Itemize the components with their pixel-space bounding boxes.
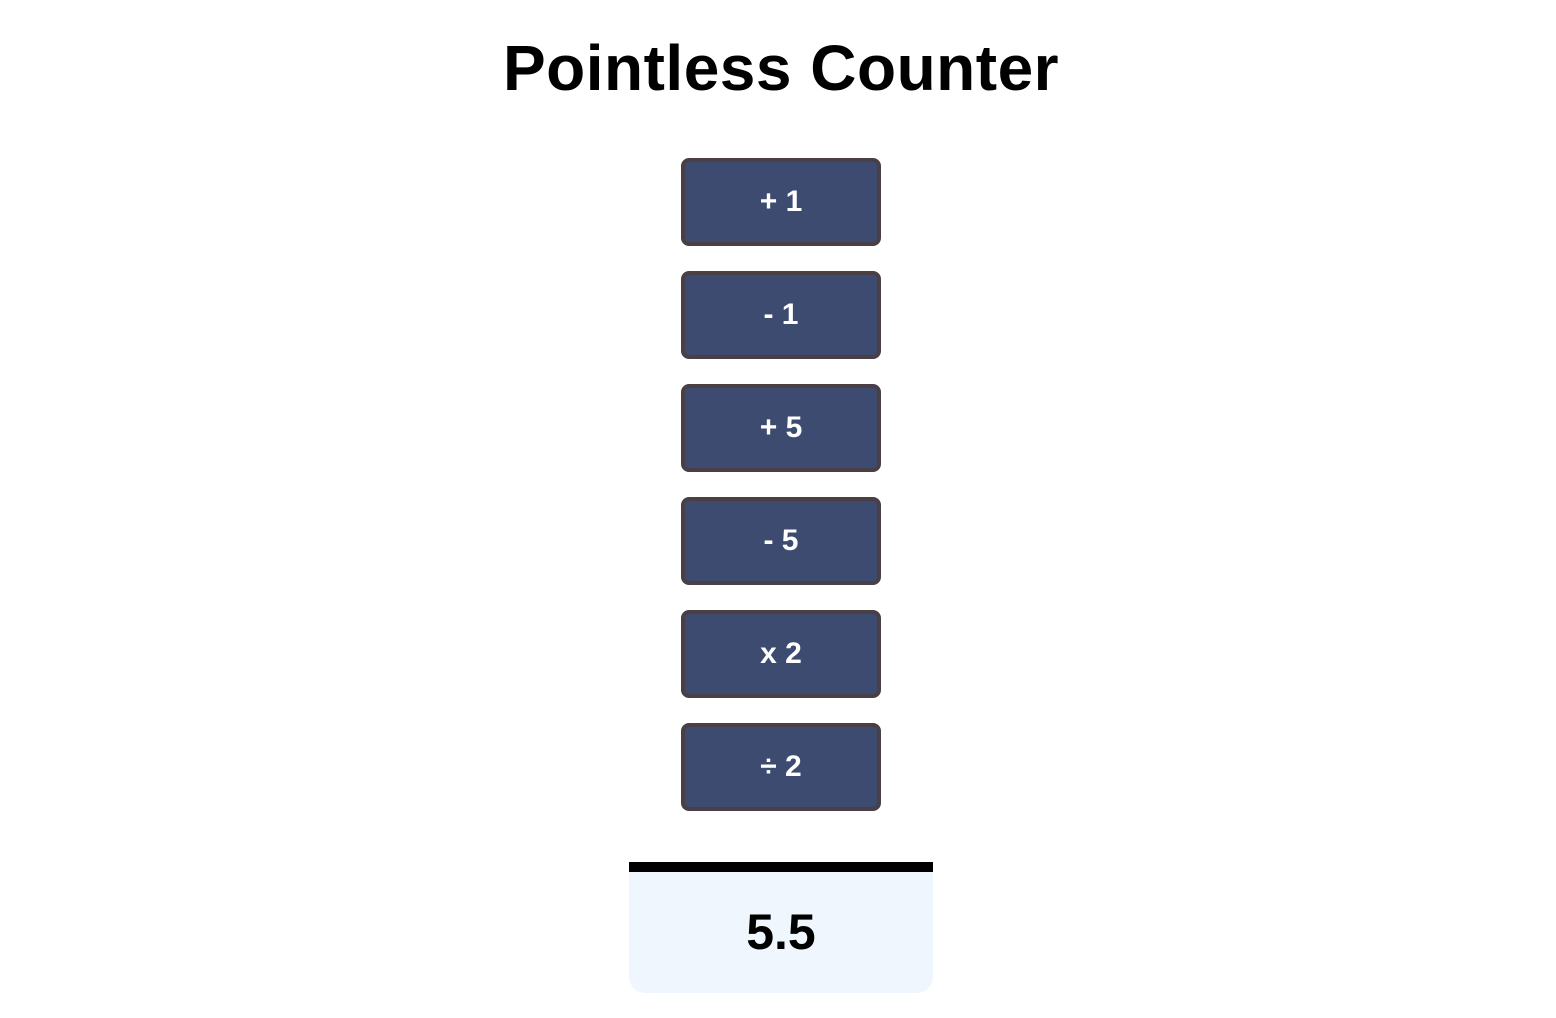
operation-buttons: + 1 - 1 + 5 - 5 x 2 ÷ 2: [681, 158, 881, 836]
add-five-button[interactable]: + 5: [681, 384, 881, 472]
subtract-one-button[interactable]: - 1: [681, 271, 881, 359]
counter-display: 5.5: [629, 862, 933, 993]
page-title: Pointless Counter: [502, 32, 1060, 104]
add-one-button[interactable]: + 1: [681, 158, 881, 246]
counter-value: 5.5: [746, 904, 816, 960]
divide-two-button[interactable]: ÷ 2: [681, 723, 881, 811]
multiply-two-button[interactable]: x 2: [681, 610, 881, 698]
subtract-five-button[interactable]: - 5: [681, 497, 881, 585]
